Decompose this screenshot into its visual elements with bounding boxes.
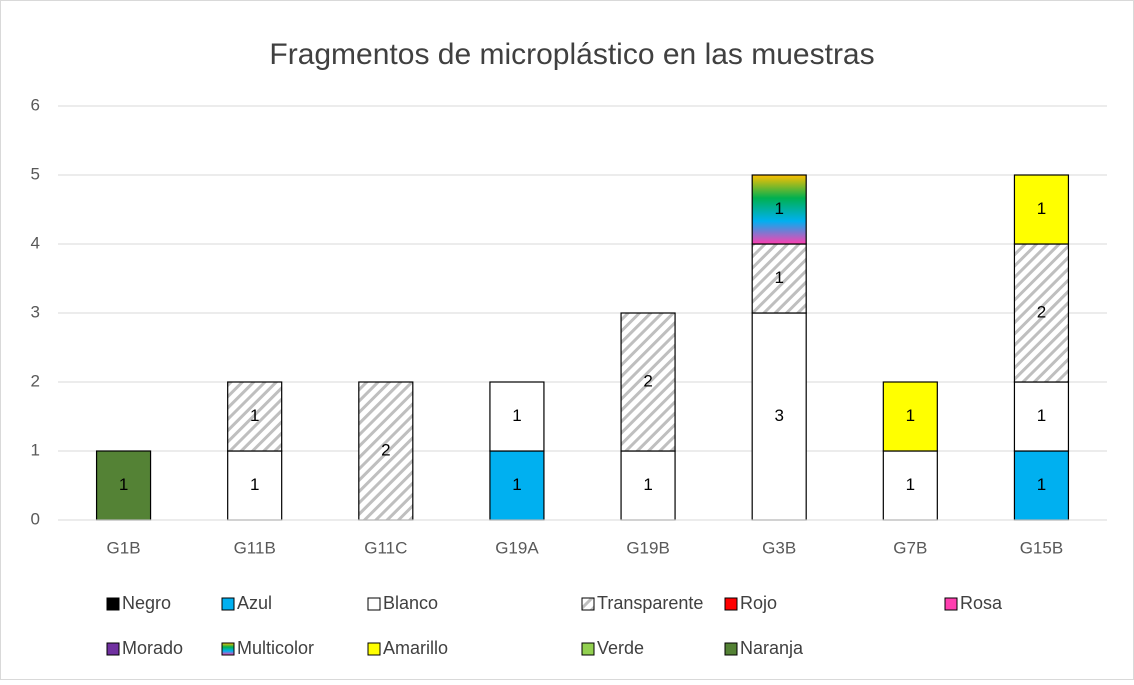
bar-segment [1013, 381, 1070, 452]
data-label: 1 [512, 406, 521, 425]
bar-segment [751, 243, 807, 314]
y-tick-label: 0 [31, 509, 40, 528]
chart-title: Fragmentos de microplástico en las muest… [269, 38, 874, 71]
data-label: 1 [250, 475, 259, 494]
x-tick-label: G19B [626, 538, 669, 557]
legend-label: Verde [597, 638, 644, 658]
legend-swatch [106, 597, 120, 611]
bar-segment [227, 450, 283, 521]
legend-swatch [581, 597, 595, 611]
data-label: 3 [774, 406, 783, 425]
legend-swatch [581, 642, 595, 656]
legend-label: Amarillo [383, 638, 448, 658]
legend-label: Negro [122, 593, 171, 613]
bar-segment [1013, 450, 1070, 521]
x-tick-label: G3B [762, 538, 796, 557]
legend-swatch [724, 642, 738, 656]
legend-swatch [724, 597, 738, 611]
legend-swatch [367, 642, 381, 656]
data-label: 1 [774, 268, 783, 287]
y-tick-label: 3 [31, 302, 40, 321]
x-tick-label: G15B [1020, 538, 1063, 557]
legend-label: Transparente [597, 593, 703, 613]
data-label: 1 [906, 406, 915, 425]
y-tick-label: 5 [31, 164, 40, 183]
x-tick-label: G19A [495, 538, 539, 557]
y-tick-label: 4 [31, 233, 40, 252]
legend-label: Multicolor [237, 638, 314, 658]
bar-segment [882, 450, 938, 521]
legend-swatch [944, 597, 958, 611]
bar-segment [882, 381, 938, 452]
legend-label: Azul [237, 593, 272, 613]
legend-swatch [106, 642, 120, 656]
data-label: 1 [643, 475, 652, 494]
x-tick-label: G1B [107, 538, 141, 557]
x-tick-label: G7B [893, 538, 927, 557]
x-tick-label: G11B [234, 538, 276, 557]
bar-segment [489, 450, 545, 521]
bar-segment [620, 312, 676, 452]
legend-swatch [221, 642, 235, 656]
legend-label: Blanco [383, 593, 438, 613]
bar-segment [489, 381, 545, 452]
data-label: 1 [906, 475, 915, 494]
bar-segment [1013, 174, 1070, 245]
legend-label: Rosa [960, 593, 1003, 613]
legend-label: Naranja [740, 638, 804, 658]
data-label: 1 [774, 199, 783, 218]
y-tick-label: 1 [31, 440, 40, 459]
y-tick-label: 2 [31, 371, 40, 390]
data-label: 1 [119, 475, 128, 494]
data-label: 1 [512, 475, 521, 494]
legend-label: Morado [122, 638, 183, 658]
bar-segment [751, 174, 807, 245]
legend-swatch [367, 597, 381, 611]
bar-segment [227, 381, 283, 452]
data-label: 1 [250, 406, 259, 425]
bar-segment [358, 381, 414, 521]
data-label: 1 [1037, 199, 1046, 218]
data-label: 2 [643, 371, 652, 390]
bar-segment [620, 450, 676, 521]
y-tick-label: 6 [31, 95, 40, 114]
data-label: 1 [1037, 406, 1046, 425]
bar-segment [1013, 243, 1070, 383]
data-label: 2 [1037, 302, 1046, 321]
data-label: 1 [1037, 475, 1046, 494]
legend-label: Rojo [740, 593, 777, 613]
x-tick-label: G11C [364, 538, 407, 557]
legend-swatch [221, 597, 235, 611]
data-label: 2 [381, 440, 390, 459]
